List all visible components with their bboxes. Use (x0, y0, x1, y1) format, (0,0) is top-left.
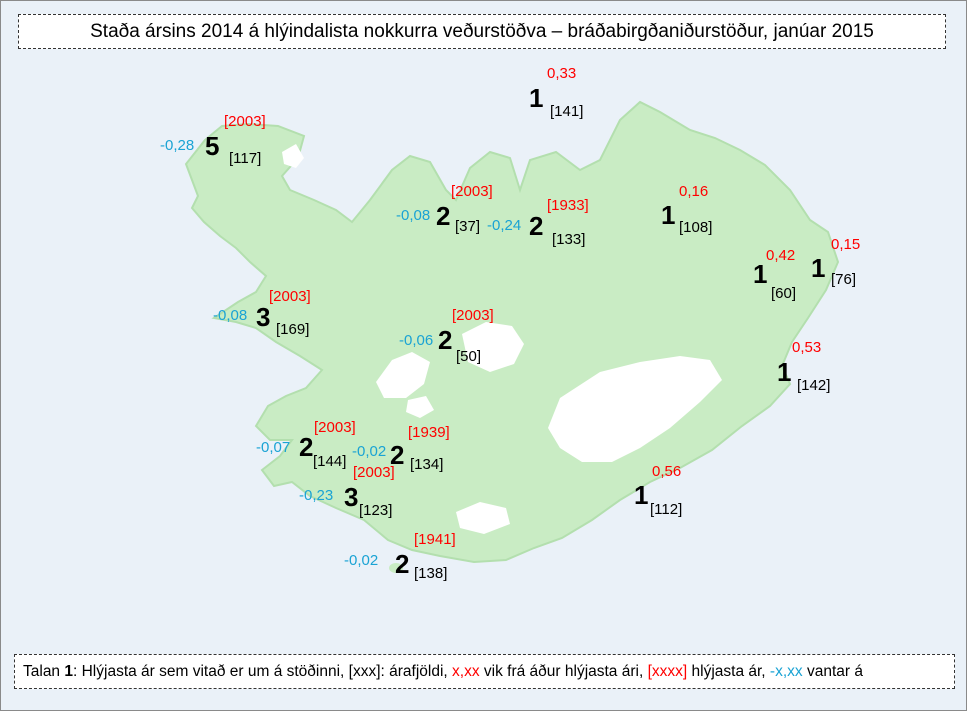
station-diff: -0,24 (487, 217, 522, 234)
legend-text-3: vik frá áður hlýjasta ári, (479, 662, 648, 680)
station-diff: -0,23 (299, 487, 334, 504)
station-diff: -0,07 (256, 439, 291, 456)
station-warmest-year: [2003] (269, 288, 311, 305)
station-warmest-year: [2003] (314, 419, 356, 436)
legend-text-5: vantar á (802, 662, 863, 680)
station-warmest-year: [2003] (452, 307, 494, 324)
station-rank: 1 (634, 480, 649, 510)
island-islet (389, 563, 403, 573)
station-diff: 0,15 (831, 236, 861, 253)
station-years: [169] (276, 321, 310, 338)
station-years: [123] (359, 502, 393, 519)
station-rank: 2 (390, 440, 405, 470)
station-warmest-year: [1933] (547, 197, 589, 214)
legend-missing-example: -x,xx (769, 662, 803, 680)
station-diff: 0,56 (652, 463, 682, 480)
station-rank: 2 (438, 325, 453, 355)
station-years: [134] (410, 456, 444, 473)
glacier-myrdalsjokull (456, 502, 510, 534)
station-years: [138] (414, 565, 448, 582)
glacier-langjokull (376, 352, 430, 398)
station-diff: 0,16 (679, 183, 709, 200)
station-years: [76] (831, 271, 857, 288)
legend-rank-example: 1 (64, 662, 73, 680)
station-diff: 0,33 (547, 65, 577, 82)
station-years: [108] (679, 219, 713, 236)
station-diff: -0,02 (352, 443, 387, 460)
glacier-snaefellsjokull (406, 396, 434, 418)
station-warmest-year: [2003] (353, 464, 395, 481)
legend-text-1: Talan (23, 662, 65, 680)
station-rank: 5 (205, 131, 220, 161)
legend-diff-example: x,xx (452, 662, 480, 680)
station-years: [144] (313, 453, 347, 470)
legend-text-2: : Hlýjasta ár sem vitað er um á stöðinni… (73, 662, 453, 680)
station-rank: 1 (777, 357, 792, 387)
station-rank: 2 (529, 211, 544, 241)
station-diff: -0,08 (213, 307, 248, 324)
station-rank: 2 (436, 201, 451, 231)
map-legend: Talan 1: Hlýjasta ár sem vitað er um á s… (14, 654, 955, 689)
station-diff: 0,42 (766, 247, 796, 264)
legend-text-4: hlýjasta ár, (687, 662, 770, 680)
station-years: [37] (455, 218, 481, 235)
station-years: [133] (552, 231, 586, 248)
station-rank: 1 (661, 200, 676, 230)
glacier-drangajokull (282, 144, 304, 168)
station-warmest-year: [1939] (408, 424, 450, 441)
station-diff: -0,28 (160, 137, 195, 154)
station-rank: 3 (256, 302, 271, 332)
station-diff: 0,53 (792, 339, 822, 356)
station-years: [117] (229, 150, 262, 167)
station-years: [60] (771, 285, 797, 302)
station-warmest-year: [2003] (224, 113, 266, 130)
station-warmest-year: [2003] (451, 183, 493, 200)
glacier-vatnajokull (548, 356, 722, 462)
glacier-hofsjokull (462, 322, 524, 372)
map-title: Staða ársins 2014 á hlýindalista nokkurr… (18, 14, 946, 49)
station-rank: 2 (395, 549, 410, 579)
station-years: [142] (797, 377, 831, 394)
station-years: [112] (650, 501, 683, 518)
station-diff: -0,08 (396, 207, 431, 224)
station-years: [50] (456, 348, 482, 365)
station-diff: -0,02 (344, 552, 379, 569)
station-warmest-year: [1941] (414, 531, 456, 548)
station-rank: 3 (344, 482, 359, 512)
station-years: [141] (550, 103, 584, 120)
station-rank: 1 (529, 83, 544, 113)
station-rank: 2 (299, 432, 314, 462)
station-rank: 1 (811, 253, 826, 283)
station-diff: -0,06 (399, 332, 434, 349)
legend-warmest-year-example: [xxxx] (647, 662, 688, 680)
station-rank: 1 (753, 259, 768, 289)
